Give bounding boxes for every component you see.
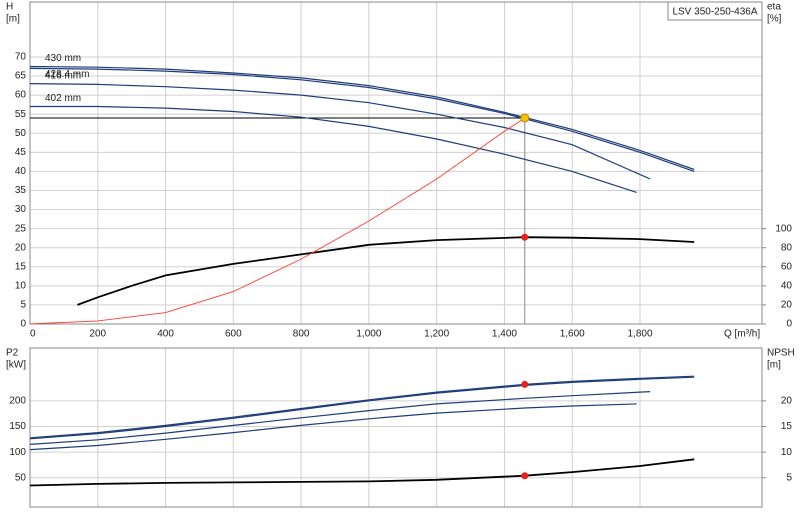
y-tick-label: 50 — [15, 128, 27, 139]
x-tick-label: 1,000 — [356, 329, 381, 340]
y-tick-label: 5 — [20, 300, 26, 311]
y2-tick-label: 20 — [781, 395, 793, 406]
y2-tick-label: 15 — [781, 421, 793, 432]
y2-tick-label: 100 — [775, 223, 792, 234]
curve — [29, 67, 695, 172]
chart-title: LSV 350-250-436A — [672, 7, 757, 18]
y-tick-label: 60 — [15, 90, 27, 101]
y-tick-label: 55 — [15, 109, 27, 120]
y-tick-label: 0 — [20, 319, 26, 330]
y-axis-label: P2 — [6, 348, 19, 359]
y-axis-unit: [kW] — [6, 360, 26, 371]
plot-frame — [29, 347, 763, 508]
curve — [30, 105, 637, 193]
duty-point — [520, 113, 530, 123]
curve — [29, 458, 695, 487]
x-tick-label: 1,400 — [492, 329, 517, 340]
x-tick-label: 1,800 — [627, 329, 652, 340]
y-tick-label: 30 — [15, 204, 27, 215]
y-tick-label: 35 — [15, 185, 27, 196]
y-tick-label: 15 — [15, 261, 27, 272]
y-tick-label: 10 — [15, 280, 27, 291]
y-tick-label: 40 — [15, 166, 27, 177]
operating-marker — [521, 380, 529, 388]
y-tick-label: 45 — [15, 147, 27, 158]
y-tick-label: 200 — [9, 395, 26, 406]
y-tick-label: 65 — [15, 71, 27, 82]
curve — [29, 117, 526, 325]
y-tick-label: 150 — [9, 421, 26, 432]
y-tick-label: 100 — [9, 447, 26, 458]
x-tick-label: 600 — [225, 329, 242, 340]
plot-frame — [29, 1, 763, 325]
y2-tick-label: 0 — [786, 319, 792, 330]
curve-label: 428.4 mm — [45, 69, 89, 80]
curve — [29, 65, 695, 171]
y2-tick-label: 5 — [786, 472, 792, 483]
y2-axis-label: NPSH — [767, 348, 795, 359]
curve — [29, 391, 651, 445]
x-tick-label: 400 — [157, 329, 174, 340]
curve-label: 402 mm — [45, 93, 81, 104]
x-tick-label: 0 — [30, 329, 36, 340]
curve — [29, 83, 651, 180]
x-tick-label: 800 — [293, 329, 310, 340]
curve-label: 416 mm — [45, 70, 81, 81]
curve — [29, 375, 695, 439]
x-tick-label: 200 — [89, 329, 106, 340]
y2-axis-unit: [%] — [767, 14, 782, 25]
curve — [77, 236, 695, 306]
operating-marker — [521, 472, 529, 480]
y2-tick-label: 20 — [781, 300, 793, 311]
y-axis-unit: [m] — [6, 14, 20, 25]
y2-axis-label: eta — [767, 2, 781, 13]
y-tick-label: 70 — [15, 52, 27, 63]
x-tick-label: 1,200 — [424, 329, 449, 340]
curve — [29, 403, 637, 451]
y2-tick-label: 10 — [781, 447, 793, 458]
y-tick-label: 20 — [15, 242, 27, 253]
curve — [29, 376, 695, 440]
y2-tick-label: 40 — [781, 280, 793, 291]
y2-tick-label: 80 — [781, 242, 793, 253]
y-tick-label: 50 — [15, 472, 27, 483]
x-tick-label: 1,600 — [560, 329, 585, 340]
y2-axis-unit: [m] — [767, 360, 781, 371]
curve-label: 430 mm — [45, 53, 81, 64]
x-axis-label: Q [m³/h] — [724, 329, 760, 340]
y-axis-label: H — [6, 2, 13, 13]
y-tick-label: 25 — [15, 223, 27, 234]
title-box — [667, 1, 763, 21]
y2-tick-label: 60 — [781, 261, 793, 272]
operating-marker — [521, 233, 529, 241]
